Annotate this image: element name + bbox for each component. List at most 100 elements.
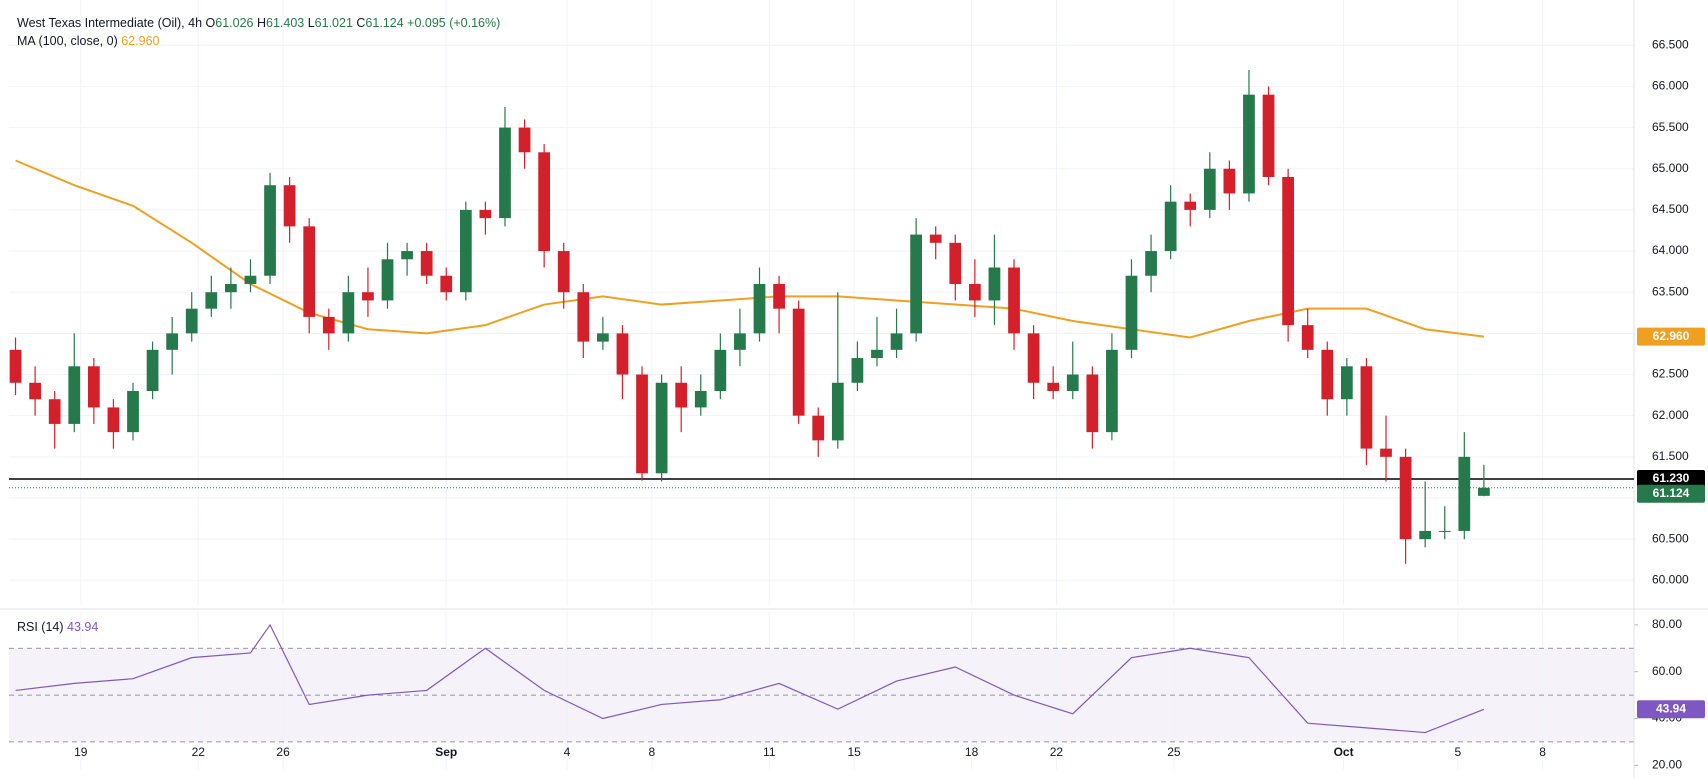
y-tick-label: 62.000 <box>1652 408 1689 422</box>
candle-body <box>890 333 903 350</box>
x-tick-label: Oct <box>1334 745 1354 759</box>
ma-value: 62.960 <box>121 34 160 48</box>
candle-body <box>1360 366 1373 449</box>
ohlc-key: C <box>356 16 366 30</box>
candle-body <box>1066 374 1079 391</box>
candle-body <box>29 382 41 400</box>
ohlc-value: 61.124 <box>365 16 404 30</box>
rsi-value: 43.94 <box>67 620 99 634</box>
level-price-box <box>1637 470 1705 489</box>
candle-body <box>322 316 335 334</box>
candle-body <box>557 251 570 293</box>
y-tick-label: 64.000 <box>1652 243 1689 257</box>
x-tick-label: 4 <box>564 745 571 759</box>
x-tick-label: 15 <box>847 745 861 759</box>
candle-body <box>1282 176 1294 326</box>
x-tick-label: 19 <box>74 745 88 759</box>
candle-body <box>1008 267 1020 334</box>
candle-body <box>655 382 668 474</box>
candle-body <box>538 152 551 252</box>
candle-body <box>1164 201 1177 252</box>
candle-body <box>831 382 844 441</box>
candle-body <box>518 127 531 153</box>
candle-body <box>401 251 413 260</box>
rsi-tick-label: 20.00 <box>1652 757 1682 771</box>
candle-body <box>342 292 355 334</box>
y-tick-label: 66.500 <box>1652 37 1689 51</box>
candle-body <box>283 185 296 227</box>
ma-line <box>15 159 1485 339</box>
candle-body <box>225 283 237 293</box>
rsi-last-label: 43.94 <box>1656 701 1686 715</box>
candle-body <box>1419 530 1432 540</box>
candle-body <box>792 308 805 416</box>
candle-body <box>734 333 746 350</box>
candle-body <box>1223 168 1236 194</box>
level-price-label: 61.230 <box>1653 471 1690 485</box>
candle-body <box>929 234 942 243</box>
candle-body <box>871 349 883 359</box>
candle-body <box>1125 275 1138 350</box>
ohlc-value: 61.403 <box>266 16 305 30</box>
x-tick-label: 11 <box>763 745 776 759</box>
rsi-tick-label: 80.00 <box>1652 617 1682 631</box>
x-tick-label: 26 <box>276 745 290 759</box>
symbol-title: West Texas Intermediate (Oil), 4h <box>17 16 203 30</box>
ohlc-key: L <box>307 16 315 30</box>
candle-body <box>968 283 981 301</box>
rsi-tick-label: 60.00 <box>1652 664 1682 678</box>
candle-body <box>185 308 198 334</box>
y-tick-label: 63.500 <box>1652 284 1689 298</box>
candle-body <box>205 292 218 309</box>
candle-body <box>1262 94 1275 177</box>
candle-body <box>773 283 785 309</box>
y-tick-label: 64.500 <box>1652 202 1689 216</box>
last-price-box <box>1637 484 1705 503</box>
ma-price-label: 62.960 <box>1653 329 1690 343</box>
candle-body <box>68 366 81 424</box>
y-tick-label: 62.500 <box>1652 367 1689 381</box>
candle-body <box>851 358 864 383</box>
candle-body <box>1301 325 1314 350</box>
candle-body <box>303 226 316 317</box>
candle-body <box>48 399 61 424</box>
x-tick-label: 8 <box>1539 745 1546 759</box>
candle-body <box>1380 448 1392 457</box>
candle-body <box>1086 374 1099 433</box>
candle-body <box>1340 366 1353 400</box>
candle-body <box>988 267 1001 301</box>
y-tick-label: 66.000 <box>1652 79 1689 93</box>
candle-body <box>1106 349 1118 433</box>
candle-body <box>1184 201 1197 210</box>
candle-body <box>577 292 590 342</box>
y-tick-label: 61.500 <box>1652 449 1689 463</box>
candle-body <box>87 366 100 408</box>
candle-body <box>1203 168 1216 210</box>
candle-body <box>1321 349 1334 400</box>
y-tick-label: 65.000 <box>1652 161 1689 175</box>
y-tick-label: 60.500 <box>1652 531 1689 545</box>
ohlc-key: H <box>256 16 266 30</box>
candle-body <box>1047 382 1060 391</box>
candle-body <box>1478 487 1490 496</box>
ma-price-box <box>1637 327 1705 346</box>
candle-body <box>1438 530 1451 532</box>
candle-body <box>1145 251 1157 276</box>
candle-body <box>107 407 120 433</box>
candle-body <box>479 209 492 219</box>
candle-body <box>440 275 453 293</box>
candle-body <box>244 275 257 284</box>
candle-body <box>127 390 139 433</box>
x-tick-label: 18 <box>965 745 979 759</box>
candle-body <box>9 349 22 383</box>
candle-body <box>910 234 923 334</box>
candle-body <box>675 382 688 408</box>
candle-body <box>949 242 962 284</box>
legend-ma: MA (100, close, 0) 62.960 <box>17 34 159 48</box>
candle-body <box>381 259 394 301</box>
ohlc-key: O <box>205 16 216 30</box>
candle-body <box>420 251 433 276</box>
candle-body <box>1458 456 1471 531</box>
